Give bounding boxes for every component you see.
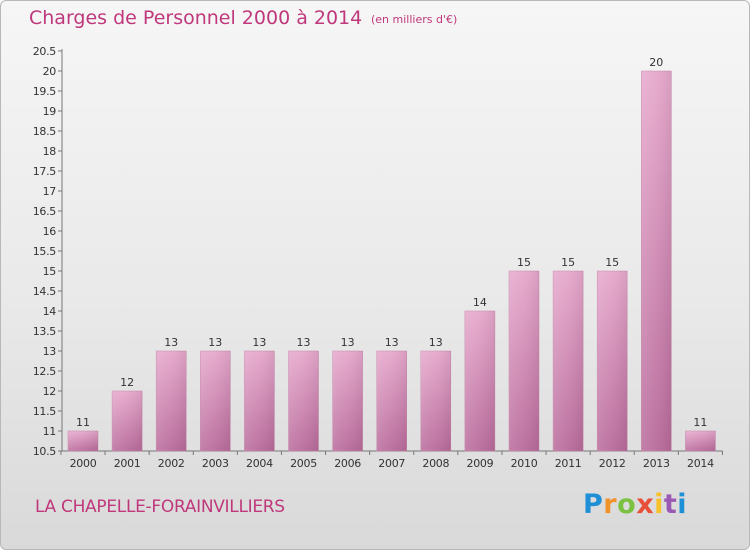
x-tick-label: 2003 [202, 457, 229, 470]
data-label: 11 [76, 416, 90, 429]
bar-shine [68, 431, 98, 451]
data-labels: 11 12 13 13 13 13 13 13 13 14 15 15 15 20 11 [76, 56, 707, 429]
data-label: 13 [385, 336, 399, 349]
y-tick-label: 19 [43, 105, 57, 118]
x-axis: 2000 2001 2002 2003 2004 2005 2006 2007 2008 2009… [60, 450, 723, 470]
y-tick-label: 11 [43, 425, 56, 438]
y-tick-label: 13 [43, 345, 57, 358]
bar-shine [112, 391, 143, 451]
data-label: 13 [208, 336, 222, 349]
y-tick-label: 17.5 [33, 165, 57, 178]
data-label: 13 [252, 336, 266, 349]
bar-shine [464, 311, 495, 451]
logo-letter: i [677, 489, 688, 520]
y-tick-label: 15 [43, 265, 57, 278]
data-label: 13 [429, 336, 443, 349]
x-tick-label: 2005 [290, 457, 317, 470]
bar-shine [553, 271, 584, 451]
bar-shine [420, 351, 451, 451]
x-tick-label: 2007 [378, 457, 405, 470]
bar-shine [244, 351, 275, 451]
x-tick-label: 2010 [511, 457, 538, 470]
proxiti-logo[interactable]: Proxiti [583, 489, 687, 520]
logo-letter: t [663, 489, 678, 520]
logo-letter: r [603, 489, 618, 520]
x-tick-label: 2000 [70, 457, 97, 470]
chart-subtitle: (en milliers d'€) [371, 13, 458, 26]
x-tick-label: 2012 [599, 457, 626, 470]
y-tick-label: 18 [43, 145, 57, 158]
data-label: 12 [120, 376, 134, 389]
x-tick-label: 2006 [334, 457, 361, 470]
y-tick-label: 20.5 [33, 45, 57, 58]
y-tick-label: 10.5 [33, 445, 57, 458]
y-tick-label: 15.5 [33, 245, 57, 258]
y-axis: 10.5 11 11.5 12 12.5 13 13.5 14 14.5 15 15.5 16 16.5… [33, 45, 63, 458]
data-label: 13 [297, 336, 311, 349]
bar-shine [685, 431, 716, 451]
y-tick-label: 16.5 [33, 205, 57, 218]
y-tick-label: 20 [43, 65, 57, 78]
x-tick-label: 2009 [467, 457, 494, 470]
bar-shine [509, 271, 539, 451]
x-tick-label: 2013 [643, 457, 670, 470]
bar-shine [288, 351, 319, 451]
logo-letter: x [636, 489, 655, 520]
logo-letter: o [617, 489, 637, 520]
data-label: 20 [649, 56, 663, 69]
x-tick-label: 2001 [114, 457, 141, 470]
y-tick-label: 12.5 [33, 365, 57, 378]
y-tick-label: 14.5 [33, 285, 57, 298]
logo-letter: i [654, 489, 664, 520]
y-tick-label: 14 [43, 305, 57, 318]
data-label: 15 [517, 256, 531, 269]
bars [67, 70, 716, 452]
y-tick-label: 13.5 [33, 325, 57, 338]
y-tick-label: 19.5 [33, 85, 57, 98]
x-tick-label: 2011 [555, 457, 582, 470]
y-tick-label: 16 [43, 225, 57, 238]
x-tick-label: 2008 [422, 457, 449, 470]
bar-shine [332, 351, 363, 451]
data-label: 15 [605, 256, 619, 269]
y-tick-label: 11.5 [33, 405, 57, 418]
data-label: 11 [693, 416, 707, 429]
y-tick-label: 17 [43, 185, 57, 198]
chart-title: Charges de Personnel 2000 à 2014 [29, 7, 363, 29]
y-tick-label: 18.5 [33, 125, 57, 138]
data-label: 14 [473, 296, 487, 309]
bar-shine [597, 271, 628, 451]
bar-shine [641, 71, 672, 451]
y-tick-label: 12 [43, 385, 56, 398]
x-tick-label: 2014 [687, 457, 714, 470]
bar-shine [376, 351, 407, 451]
logo-letter: P [583, 489, 604, 520]
data-label: 13 [341, 336, 355, 349]
data-label: 15 [561, 256, 575, 269]
x-tick-label: 2002 [158, 457, 185, 470]
bar-shine [200, 351, 231, 451]
commune-name: LA CHAPELLE-FORAINVILLIERS [35, 497, 285, 517]
bar-shine [156, 351, 187, 451]
x-tick-label: 2004 [246, 457, 273, 470]
data-label: 13 [164, 336, 178, 349]
